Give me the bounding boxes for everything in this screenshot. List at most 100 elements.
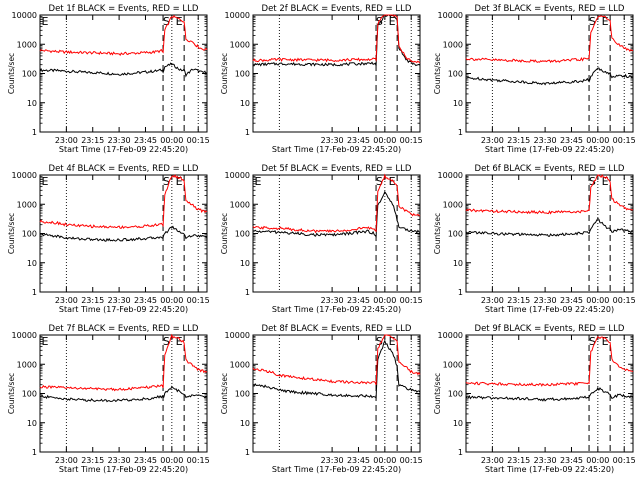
series-line-lld bbox=[465, 15, 634, 64]
x-tick-label: 23:30 bbox=[534, 456, 557, 465]
x-tick-label: 23:00 bbox=[481, 456, 504, 465]
x-tick-label: 00:15 bbox=[613, 296, 636, 305]
y-tick-label: 100 bbox=[22, 390, 37, 399]
x-tick-label: 00:15 bbox=[400, 296, 423, 305]
y-tick-label: 10000 bbox=[12, 331, 37, 340]
region-label: E bbox=[42, 175, 49, 188]
x-axis-label: Start Time (17-Feb-09 22:45:20) bbox=[485, 465, 614, 474]
y-tick-label: 100 bbox=[22, 230, 37, 239]
panel-4: Det 4f BLACK = Events, RED = LLD 1 10 100 10… bbox=[7, 164, 210, 314]
y-tick-label: 10000 bbox=[12, 171, 37, 180]
x-tick-label: 00:00 bbox=[160, 296, 183, 305]
region-label: S bbox=[376, 335, 383, 348]
region-label: S bbox=[589, 15, 596, 28]
x-tick-label: 23:15 bbox=[81, 456, 104, 465]
x-tick-label: 00:00 bbox=[373, 456, 396, 465]
y-tick-label: 1 bbox=[32, 448, 37, 457]
y-tick-label: 100 bbox=[22, 70, 37, 79]
x-axis-label: Start Time (17-Feb-09 22:45:20) bbox=[485, 145, 614, 154]
y-axis-label: Counts/sec bbox=[7, 373, 16, 414]
series-line-events bbox=[252, 190, 421, 239]
x-tick-label: 00:00 bbox=[373, 296, 396, 305]
x-tick-label: 00:15 bbox=[187, 136, 210, 145]
y-tick-label: 10000 bbox=[225, 11, 250, 20]
panel-3: Det 3f BLACK = Events, RED = LLD 1 10 100 10… bbox=[433, 4, 636, 154]
y-axis-label: Counts/sec bbox=[220, 213, 229, 254]
region-label: S bbox=[163, 15, 170, 28]
region-label: E bbox=[389, 335, 396, 348]
panel-title: Det 4f BLACK = Events, RED = LLD bbox=[49, 164, 199, 174]
x-axis-label: Start Time (17-Feb-09 22:45:20) bbox=[272, 145, 401, 154]
x-tick-label: 00:15 bbox=[400, 136, 423, 145]
x-tick-label: 23:45 bbox=[134, 296, 157, 305]
y-tick-label: 1000 bbox=[230, 200, 250, 209]
region-label: E bbox=[176, 335, 183, 348]
region-label: E bbox=[389, 15, 396, 28]
x-tick-label: 23:15 bbox=[81, 136, 104, 145]
x-tick-label: 23:45 bbox=[560, 296, 583, 305]
region-label: E bbox=[42, 15, 49, 28]
panel-7: Det 7f BLACK = Events, RED = LLD 1 10 100 10… bbox=[7, 324, 210, 474]
y-axis-label: Counts/sec bbox=[7, 53, 16, 94]
x-tick-label: 23:30 bbox=[108, 456, 131, 465]
series-line-lld bbox=[252, 14, 421, 64]
region-label: E bbox=[42, 335, 49, 348]
x-tick-label: 23:00 bbox=[481, 136, 504, 145]
y-tick-label: 10 bbox=[240, 259, 250, 268]
y-tick-label: 1000 bbox=[17, 200, 37, 209]
y-tick-label: 100 bbox=[448, 230, 463, 239]
x-tick-label: 23:45 bbox=[560, 456, 583, 465]
series-line-events bbox=[39, 385, 208, 403]
y-tick-label: 1 bbox=[458, 448, 463, 457]
x-tick-label: 00:15 bbox=[400, 456, 423, 465]
y-tick-label: 1000 bbox=[17, 40, 37, 49]
y-tick-label: 10000 bbox=[438, 171, 463, 180]
panel-title: Det 8f BLACK = Events, RED = LLD bbox=[262, 324, 412, 334]
series-line-lld bbox=[252, 173, 421, 234]
x-tick-label: 23:45 bbox=[347, 136, 370, 145]
panel-title: Det 2f BLACK = Events, RED = LLD bbox=[262, 4, 412, 14]
region-label: S bbox=[163, 335, 170, 348]
y-tick-label: 10000 bbox=[225, 171, 250, 180]
x-tick-label: 23:45 bbox=[560, 136, 583, 145]
series-line-events bbox=[465, 217, 634, 237]
y-tick-label: 10 bbox=[453, 259, 463, 268]
region-label: E bbox=[176, 15, 183, 28]
panel-title: Det 5f BLACK = Events, RED = LLD bbox=[262, 164, 412, 174]
x-tick-label: 00:00 bbox=[586, 296, 609, 305]
y-tick-label: 1 bbox=[245, 448, 250, 457]
y-tick-label: 1000 bbox=[443, 360, 463, 369]
x-tick-label: 23:30 bbox=[534, 296, 557, 305]
y-tick-label: 10 bbox=[240, 419, 250, 428]
x-tick-label: 23:15 bbox=[507, 296, 530, 305]
region-label: E bbox=[602, 335, 609, 348]
y-tick-label: 10 bbox=[240, 99, 250, 108]
y-tick-label: 1 bbox=[245, 128, 250, 137]
x-tick-label: 23:15 bbox=[507, 456, 530, 465]
x-axis-label: Start Time (17-Feb-09 22:45:20) bbox=[59, 145, 188, 154]
plot-frame bbox=[39, 14, 208, 133]
x-tick-label: 00:00 bbox=[160, 136, 183, 145]
y-tick-label: 10 bbox=[27, 419, 37, 428]
x-tick-label: 23:00 bbox=[55, 456, 78, 465]
series-line-events bbox=[465, 386, 634, 402]
x-tick-label: 00:15 bbox=[613, 136, 636, 145]
y-tick-label: 1000 bbox=[443, 40, 463, 49]
y-tick-label: 100 bbox=[235, 390, 250, 399]
panel-title: Det 6f BLACK = Events, RED = LLD bbox=[475, 164, 625, 174]
x-tick-label: 23:30 bbox=[108, 296, 131, 305]
region-label: E bbox=[602, 15, 609, 28]
x-tick-label: 00:00 bbox=[373, 136, 396, 145]
series-line-lld bbox=[465, 174, 634, 215]
panel-6: Det 6f BLACK = Events, RED = LLD 1 10 100 10… bbox=[433, 164, 636, 314]
y-axis-label: Counts/sec bbox=[433, 213, 442, 254]
y-tick-label: 1 bbox=[458, 288, 463, 297]
x-axis-label: Start Time (17-Feb-09 22:45:20) bbox=[485, 305, 614, 314]
x-tick-label: 23:15 bbox=[81, 296, 104, 305]
y-axis-label: Counts/sec bbox=[220, 53, 229, 94]
series-line-events bbox=[465, 67, 634, 86]
x-tick-label: 23:45 bbox=[134, 136, 157, 145]
x-tick-label: 00:00 bbox=[586, 136, 609, 145]
x-tick-label: 23:45 bbox=[134, 456, 157, 465]
y-tick-label: 1 bbox=[32, 288, 37, 297]
